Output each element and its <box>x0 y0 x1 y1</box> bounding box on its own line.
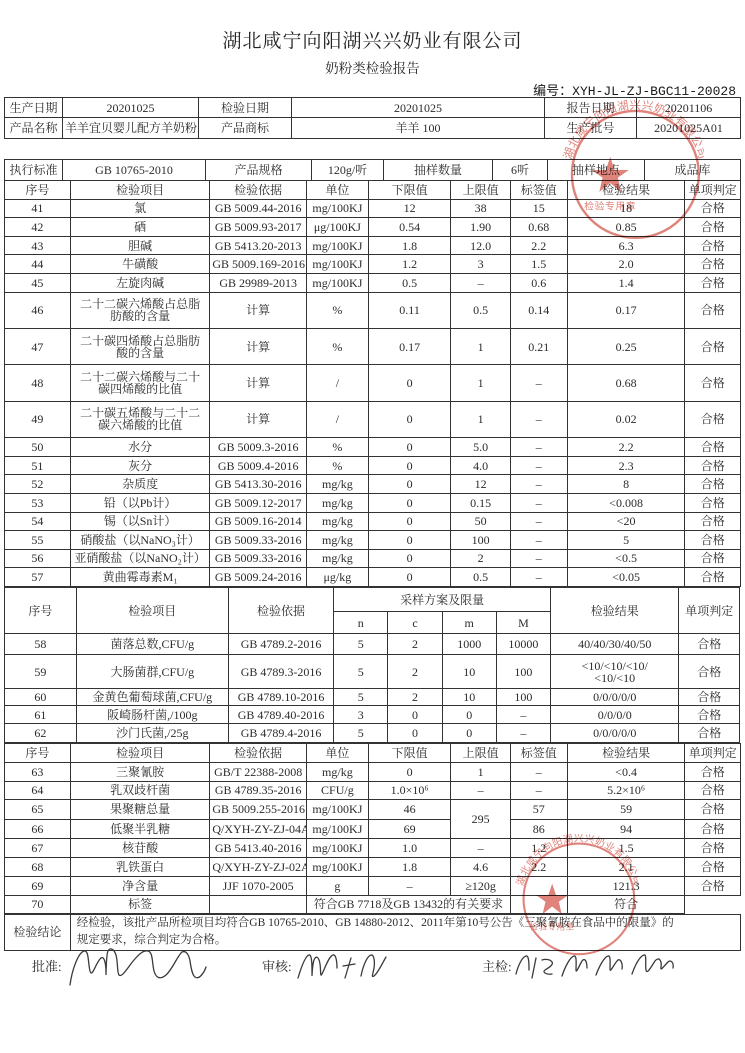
svg-text:检验专用章: 检验专用章 <box>530 920 575 932</box>
svg-text:检验专用章: 检验专用章 <box>585 198 637 212</box>
svg-text:湖北咸宁向阳湖兴兴奶业有限公司: 湖北咸宁向阳湖兴兴奶业有限公司 <box>561 100 703 161</box>
svg-text:湖北咸宁向阳湖兴兴奶业有限公司: 湖北咸宁向阳湖兴兴奶业有限公司 <box>514 834 638 887</box>
